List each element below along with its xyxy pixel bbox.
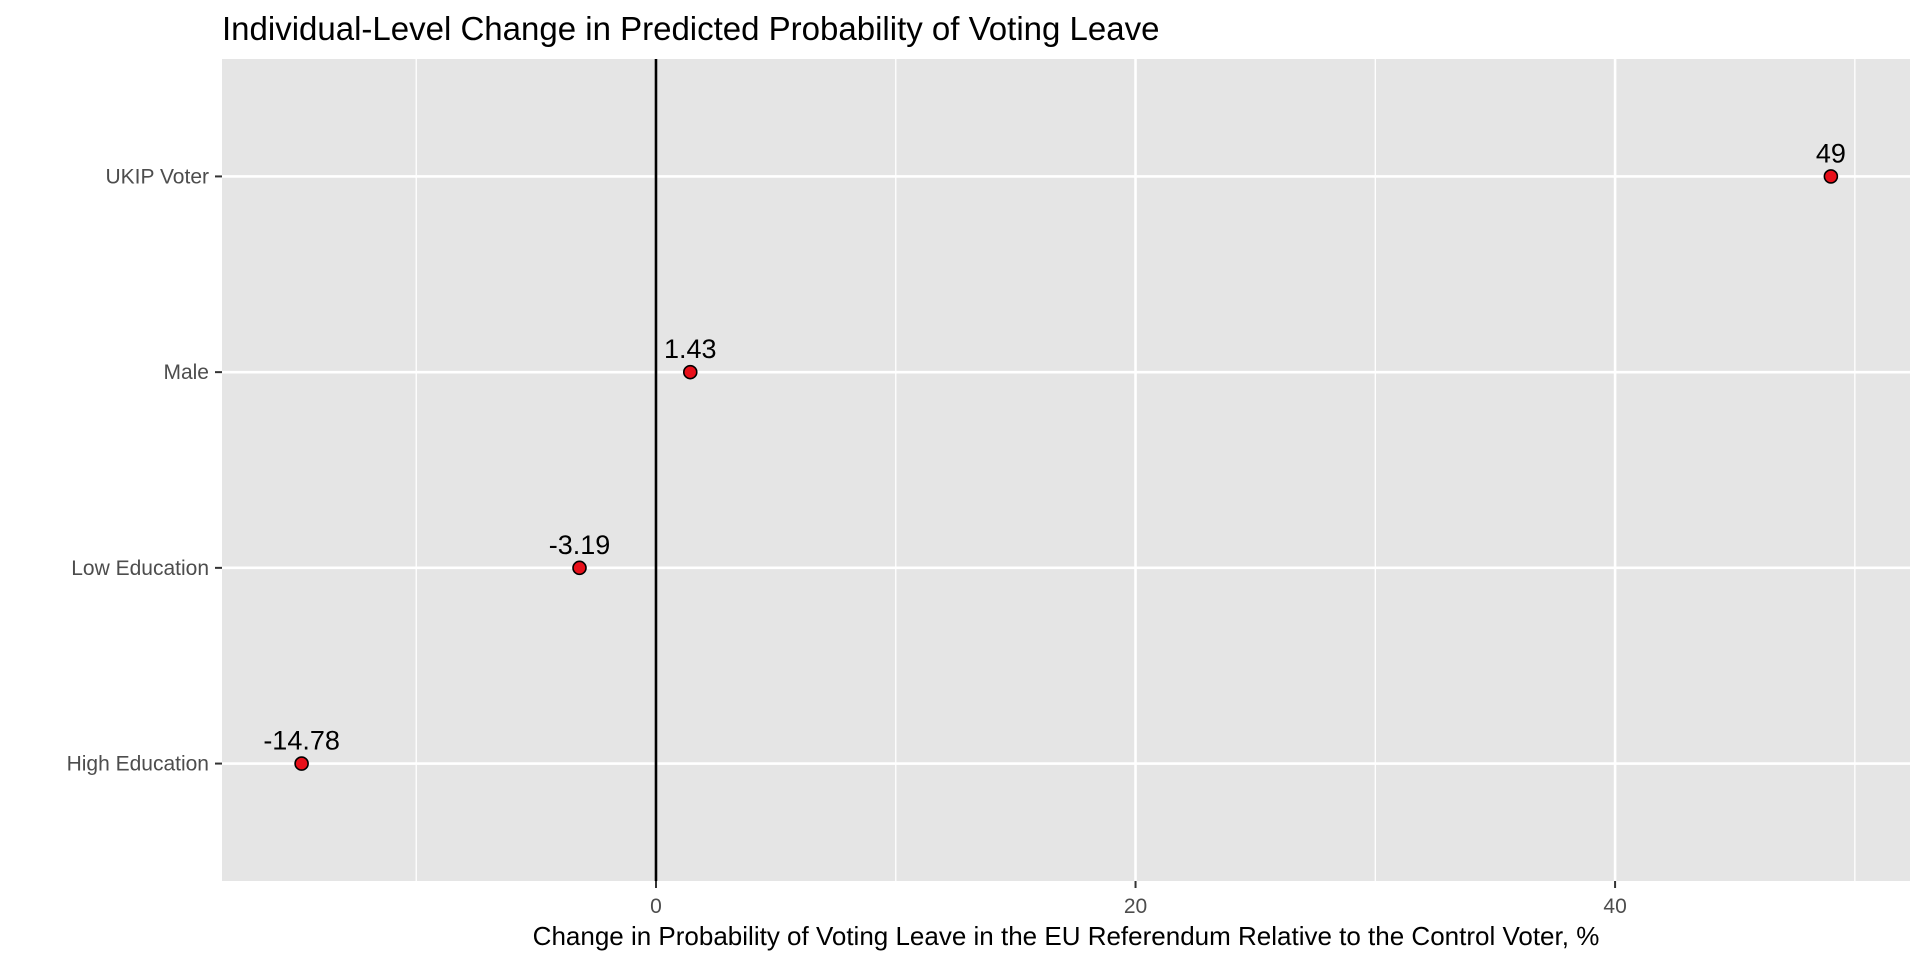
y-category-label: Male [163,361,209,384]
x-tick-label: 40 [1603,895,1626,918]
data-point [682,364,698,380]
axis-layer: 0 20 40 UKIP Voter Male Low Education High Edu… [67,165,1627,918]
data-point [294,756,309,771]
point-layer: 49 1.43 -3.19 -14.78 [263,138,1846,771]
data-label: -3.19 [549,530,611,560]
data-label: 49 [1816,138,1846,168]
y-category-label: UKIP Voter [105,165,209,188]
x-axis-label: Change in Probability of Voting Leave in… [533,921,1600,951]
x-tick-label: 20 [1124,895,1147,918]
data-point [572,560,587,576]
y-category-label: High Education [67,753,209,776]
data-label: 1.43 [664,334,717,364]
chart-title: Individual-Level Change in Predicted Pro… [222,10,1159,47]
x-tick-label: 0 [650,895,662,918]
panel-background [222,59,1910,881]
y-category-label: Low Education [71,557,209,580]
data-label: -14.78 [263,726,340,756]
data-point [1823,169,1839,184]
